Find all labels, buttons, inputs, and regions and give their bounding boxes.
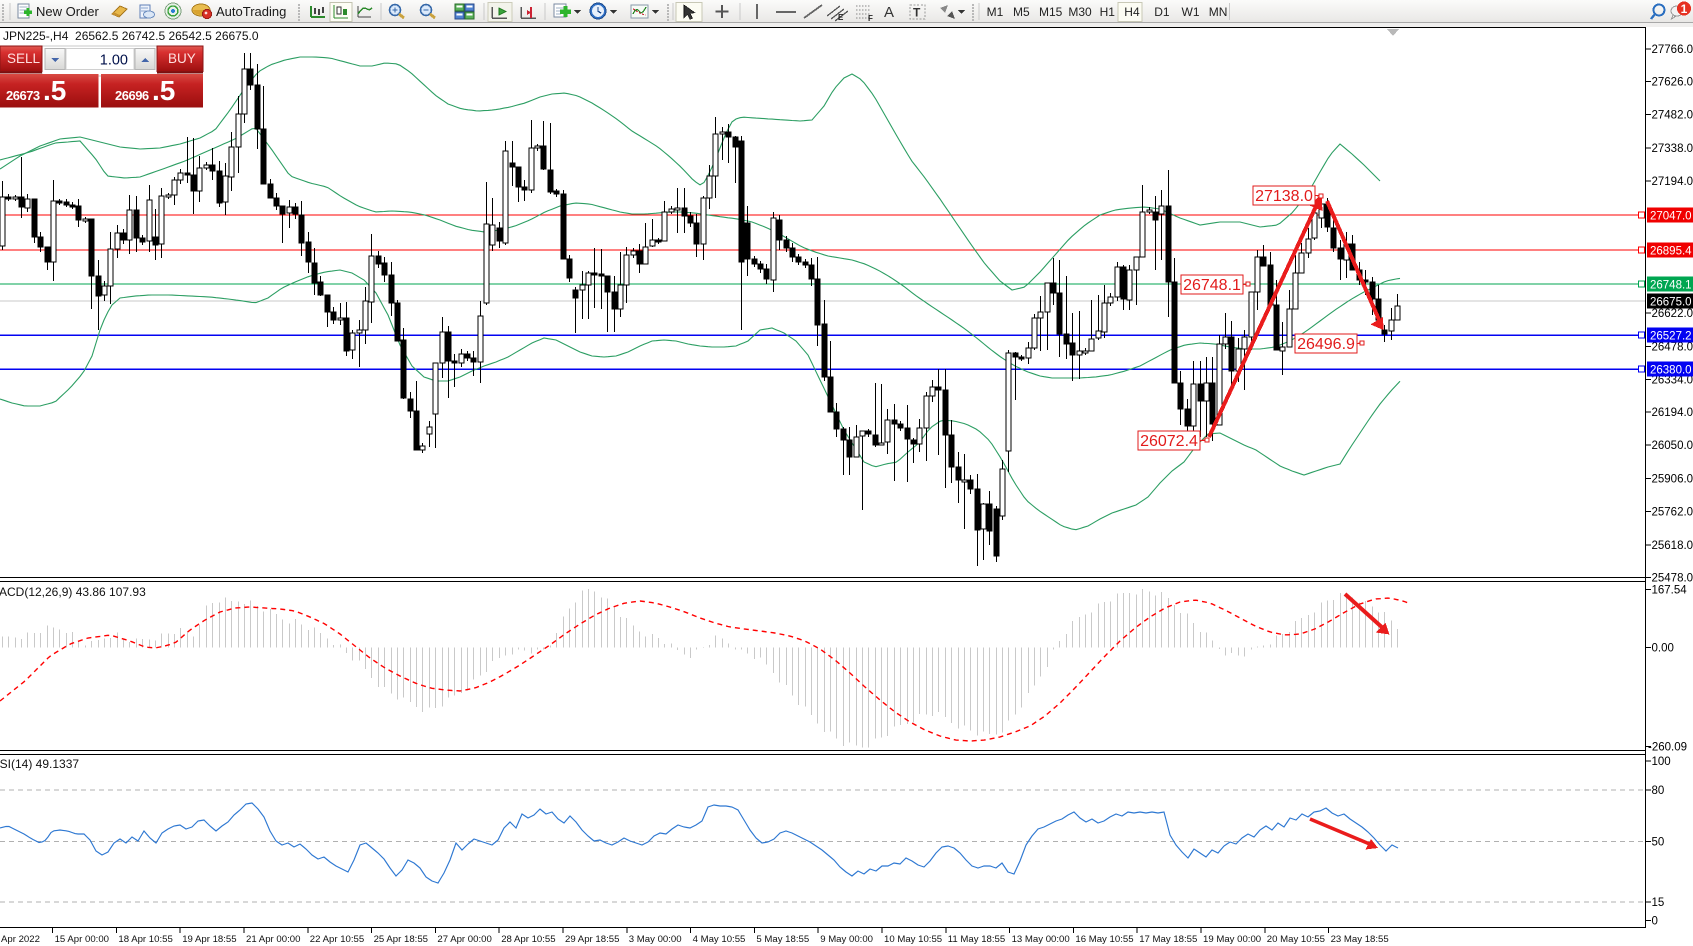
svg-text:27138.0: 27138.0 (1255, 188, 1313, 205)
svg-text:27338.0: 27338.0 (1652, 143, 1693, 155)
svg-text:23 May 18:55: 23 May 18:55 (1331, 934, 1389, 945)
svg-text:26050.0: 26050.0 (1652, 440, 1693, 452)
svg-text:21 Apr 00:00: 21 Apr 00:00 (246, 934, 300, 945)
svg-text:AutoTrading: AutoTrading (216, 4, 286, 19)
svg-text:26622.0: 26622.0 (1652, 308, 1693, 320)
svg-text:18 Apr 10:55: 18 Apr 10:55 (118, 934, 172, 945)
svg-text:1.00: 1.00 (100, 53, 128, 69)
svg-text:MN: MN (1209, 5, 1228, 19)
svg-text:15: 15 (1652, 897, 1665, 909)
svg-text:H4: H4 (1124, 5, 1140, 19)
svg-text:4 May 10:55: 4 May 10:55 (693, 934, 746, 945)
svg-text:SELL: SELL (7, 51, 41, 66)
svg-text:15 Apr 00:00: 15 Apr 00:00 (55, 934, 109, 945)
svg-text:RSI(14) 49.1337: RSI(14) 49.1337 (0, 757, 79, 771)
svg-text:27194.0: 27194.0 (1652, 176, 1693, 188)
svg-text:27766.0: 27766.0 (1652, 44, 1693, 56)
svg-text:167.54: 167.54 (1652, 585, 1688, 597)
svg-text:26895.4: 26895.4 (1650, 246, 1692, 258)
svg-text:0.00: 0.00 (1652, 643, 1674, 655)
svg-text:BUY: BUY (168, 51, 196, 66)
svg-text:.5: .5 (43, 75, 66, 106)
svg-text:25906.0: 25906.0 (1652, 473, 1693, 485)
svg-text:26673: 26673 (6, 88, 40, 103)
svg-text:25478.0: 25478.0 (1652, 572, 1693, 584)
svg-text:Apr 2022: Apr 2022 (1, 934, 40, 945)
svg-text:100: 100 (1652, 756, 1671, 768)
svg-text:16 May 10:55: 16 May 10:55 (1075, 934, 1133, 945)
svg-text:27 Apr 00:00: 27 Apr 00:00 (437, 934, 491, 945)
svg-text:26748.1: 26748.1 (1183, 277, 1241, 294)
svg-text:M30: M30 (1068, 5, 1092, 19)
svg-text:5 May 18:55: 5 May 18:55 (756, 934, 809, 945)
svg-text:50: 50 (1652, 837, 1665, 849)
svg-text:27626.0: 27626.0 (1652, 76, 1693, 88)
svg-text:26194.0: 26194.0 (1652, 407, 1693, 419)
svg-text:13 May 00:00: 13 May 00:00 (1012, 934, 1070, 945)
svg-text:26496.9: 26496.9 (1297, 336, 1355, 353)
svg-text:M5: M5 (1013, 5, 1030, 19)
svg-text:22 Apr 10:55: 22 Apr 10:55 (310, 934, 364, 945)
svg-text:25618.0: 25618.0 (1652, 540, 1693, 552)
svg-text:80: 80 (1652, 785, 1665, 797)
svg-text:1: 1 (1681, 2, 1688, 16)
svg-text:26696: 26696 (115, 88, 149, 103)
svg-text:.5: .5 (152, 75, 175, 106)
svg-text:M1: M1 (987, 5, 1004, 19)
svg-text:MACD(12,26,9) 43.86 107.93: MACD(12,26,9) 43.86 107.93 (0, 585, 146, 599)
svg-text:11 May 18:55: 11 May 18:55 (948, 934, 1005, 945)
svg-text:W1: W1 (1182, 5, 1200, 19)
svg-text:26675.0: 26675.0 (1650, 296, 1692, 308)
svg-text:26380.0: 26380.0 (1650, 365, 1692, 377)
svg-text:20 May 10:55: 20 May 10:55 (1267, 934, 1325, 945)
svg-text:19 Apr 18:55: 19 Apr 18:55 (182, 934, 236, 945)
svg-text:19 May 00:00: 19 May 00:00 (1203, 934, 1261, 945)
svg-text:26478.0: 26478.0 (1652, 341, 1693, 353)
svg-text:10 May 10:55: 10 May 10:55 (884, 934, 942, 945)
svg-text:D1: D1 (1154, 5, 1170, 19)
svg-text:29 Apr 18:55: 29 Apr 18:55 (565, 934, 619, 945)
svg-text:27482.0: 27482.0 (1652, 110, 1693, 122)
svg-text:H1: H1 (1100, 5, 1116, 19)
svg-text:3 May 00:00: 3 May 00:00 (629, 934, 682, 945)
svg-text:17 May 18:55: 17 May 18:55 (1139, 934, 1197, 945)
svg-text:26072.4: 26072.4 (1140, 433, 1198, 450)
svg-text:28 Apr 10:55: 28 Apr 10:55 (501, 934, 555, 945)
svg-text:27047.0: 27047.0 (1650, 211, 1692, 223)
svg-text:26748.1: 26748.1 (1650, 280, 1692, 292)
svg-text:E: E (838, 13, 844, 22)
svg-text:F: F (868, 14, 873, 23)
svg-text:9 May 00:00: 9 May 00:00 (820, 934, 873, 945)
svg-text:JPN225-,H4 26562.5 26742.5 26: JPN225-,H4 26562.5 26742.5 26542.5 26675… (3, 29, 259, 43)
svg-text:A: A (884, 4, 894, 21)
svg-text:M15: M15 (1039, 5, 1063, 19)
svg-text:25762.0: 25762.0 (1652, 507, 1693, 519)
svg-text:New Order: New Order (36, 4, 100, 19)
svg-text:26527.2: 26527.2 (1650, 331, 1692, 343)
svg-text:-260.09: -260.09 (1648, 742, 1687, 754)
svg-text:0: 0 (1652, 915, 1658, 927)
svg-text:T: T (913, 6, 921, 20)
svg-text:25 Apr 18:55: 25 Apr 18:55 (374, 934, 428, 945)
svg-text:26334.0: 26334.0 (1652, 375, 1693, 387)
